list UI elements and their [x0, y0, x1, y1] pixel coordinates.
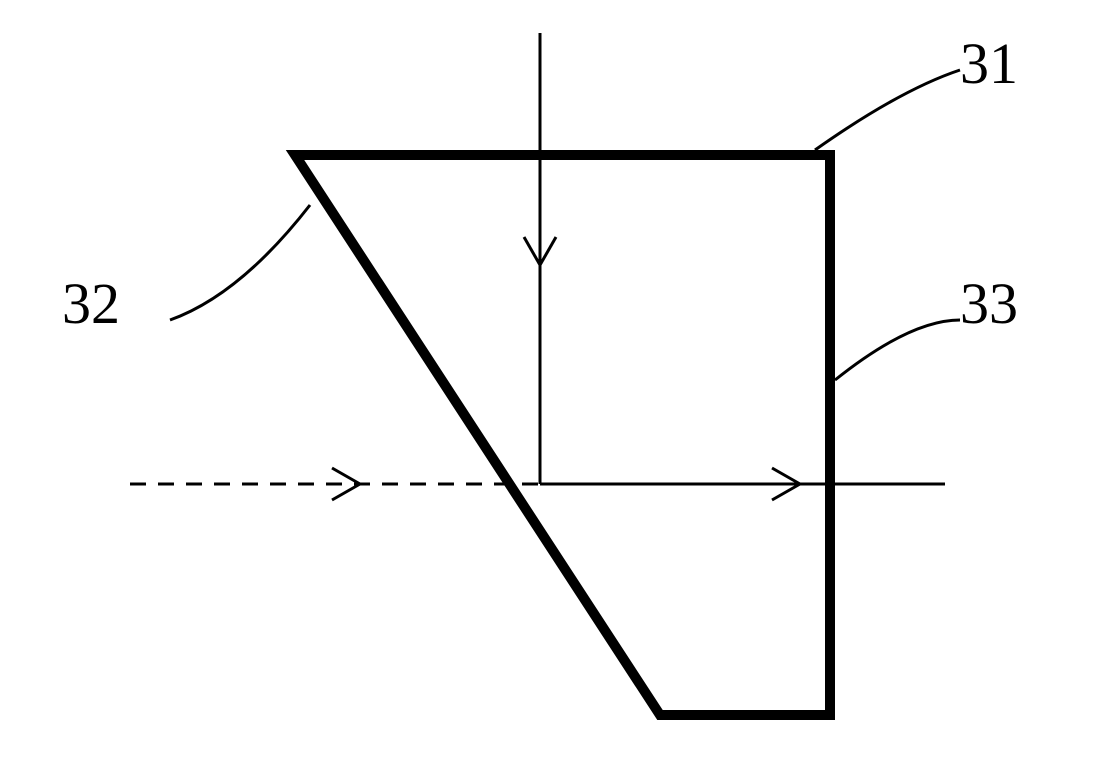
leader-31	[815, 70, 960, 150]
label-33: 33	[960, 270, 1018, 337]
leader-33	[835, 320, 960, 380]
label-31: 31	[960, 30, 1018, 97]
label-32: 32	[62, 270, 120, 337]
leader-32	[170, 205, 310, 320]
diagram-svg	[0, 0, 1102, 781]
prism-shape	[295, 155, 830, 715]
